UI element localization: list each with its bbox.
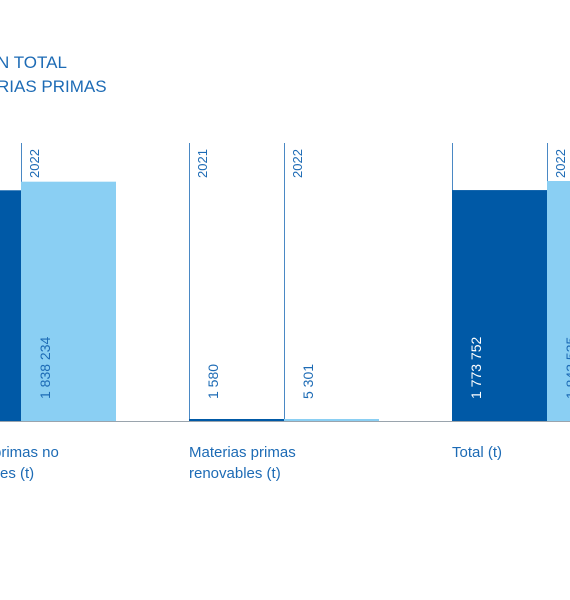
- year-label: 2021: [458, 149, 473, 178]
- chart-title-line-2: RIAS PRIMAS: [0, 77, 107, 96]
- chart-title-line-1: N TOTAL: [0, 53, 67, 72]
- year-label: 2022: [290, 149, 305, 178]
- category-label: Total (t): [452, 444, 502, 461]
- bar-2021: [0, 190, 21, 421]
- year-label: 2022: [27, 149, 42, 178]
- bar-2021: [452, 190, 547, 421]
- category-label-line-2: renovables (t): [189, 465, 281, 482]
- bar-group-1: 2021 1 580 2022 5 301 Materias primas renovab…: [189, 143, 379, 482]
- category-label-line-2: es (t): [0, 465, 34, 482]
- data-label: 1 580: [205, 364, 221, 399]
- bar-2022: [21, 181, 116, 421]
- plot-area: 2021 2022 1 838 234 primas no es (t) 2021 1 58…: [0, 143, 570, 482]
- year-label: 2022: [553, 149, 568, 178]
- bar-2022: [284, 419, 379, 421]
- bar-group-2: 2021 1 773 752 2022 1 843 535 Total (t): [452, 143, 570, 461]
- data-label: 1 843 535: [563, 337, 570, 399]
- chart-title: N TOTAL RIAS PRIMAS: [0, 53, 107, 96]
- year-label: 2021: [195, 149, 210, 178]
- bar-2022: [547, 181, 570, 421]
- data-label: 5 301: [300, 364, 316, 399]
- category-label: Materias primas: [189, 444, 296, 461]
- category-label: primas no: [0, 444, 59, 461]
- data-label: 1 773 752: [468, 337, 484, 399]
- data-label: 1 838 234: [37, 337, 53, 399]
- bar-2021: [189, 419, 284, 421]
